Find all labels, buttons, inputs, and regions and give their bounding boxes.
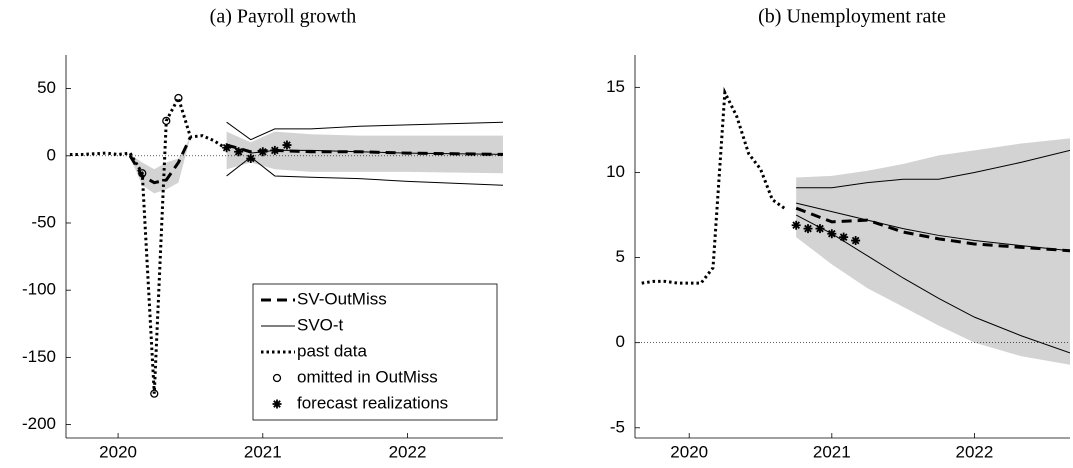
realization-marker	[839, 232, 849, 242]
y-tick-label: -100	[22, 280, 56, 299]
legend-label: omitted in OutMiss	[297, 367, 438, 386]
confidence-band	[226, 131, 503, 174]
legend-label: SVO-t	[297, 315, 344, 334]
legend-label: past data	[297, 341, 367, 360]
x-tick-label: 2022	[956, 442, 994, 461]
omitted-marker	[162, 116, 171, 125]
x-tick-label: 2020	[670, 442, 708, 461]
confidence-band	[796, 138, 1070, 365]
realization-marker	[282, 140, 292, 150]
legend-label: forecast realizations	[297, 393, 448, 412]
y-tick-label: 0	[616, 332, 625, 351]
realization-marker	[815, 224, 825, 234]
line-upper	[796, 149, 1070, 189]
plot-area	[635, 86, 1070, 365]
line-upper	[226, 121, 503, 141]
omitted-marker	[138, 169, 147, 178]
legend-label: SV-OutMiss	[297, 289, 387, 308]
line-solid	[796, 202, 1070, 252]
y-tick-label: -200	[22, 414, 56, 433]
omitted-marker	[174, 93, 183, 103]
legend-symbol	[272, 373, 282, 383]
y-tick-label: -5	[610, 417, 625, 436]
legend: SV-OutMiss SVO-t past data omitted in OutMi…	[252, 283, 498, 421]
y-tick-label: -50	[31, 212, 56, 231]
line-dotted	[641, 86, 786, 285]
realization-marker	[246, 153, 256, 163]
confidence-band	[130, 136, 191, 194]
realization-marker	[270, 145, 280, 155]
realization-marker	[827, 229, 837, 239]
realization-marker	[791, 220, 801, 230]
x-tick-label: 2020	[99, 442, 137, 461]
y-tick-label: 50	[37, 78, 56, 97]
y-tick-label: 15	[606, 77, 625, 96]
y-tick-label: 0	[47, 145, 56, 164]
legend-symbol	[272, 399, 282, 409]
omitted-marker	[150, 389, 159, 398]
line-dotted	[69, 94, 228, 394]
realization-marker	[222, 143, 232, 153]
realization-marker	[851, 236, 861, 246]
realization-marker	[258, 147, 268, 157]
panel-title: (b) Unemployment rate	[758, 6, 946, 28]
y-tick-label: -150	[22, 347, 56, 366]
x-tick-label: 2022	[389, 442, 427, 461]
line-lower	[795, 214, 1070, 354]
line-dashed	[795, 206, 1070, 253]
x-tick-label: 2021	[813, 442, 851, 461]
panel-title: (a) Payroll growth	[210, 6, 357, 28]
legend-box	[252, 283, 498, 421]
line-solid	[226, 144, 503, 155]
realization-marker	[234, 147, 244, 157]
y-tick-label: 10	[606, 162, 625, 181]
x-tick-label: 2021	[244, 442, 282, 461]
y-tick-label: 5	[616, 247, 625, 266]
plot-area	[66, 94, 503, 394]
realization-marker	[803, 224, 813, 234]
